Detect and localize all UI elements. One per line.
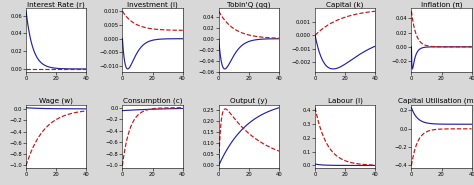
Title: Capital (k): Capital (k) — [327, 1, 364, 8]
Title: Consumption (c): Consumption (c) — [123, 98, 182, 104]
Title: Investment (i): Investment (i) — [127, 1, 178, 8]
Title: Tobin'Q (qq): Tobin'Q (qq) — [227, 1, 271, 8]
Title: Wage (w): Wage (w) — [39, 98, 73, 104]
Title: Inflation (π): Inflation (π) — [421, 1, 462, 8]
Title: Labour (l): Labour (l) — [328, 98, 363, 104]
Title: Interest Rate (r): Interest Rate (r) — [27, 1, 85, 8]
Title: Capital Utilisation (mpk): Capital Utilisation (mpk) — [398, 98, 474, 104]
Title: Output (y): Output (y) — [230, 98, 267, 104]
